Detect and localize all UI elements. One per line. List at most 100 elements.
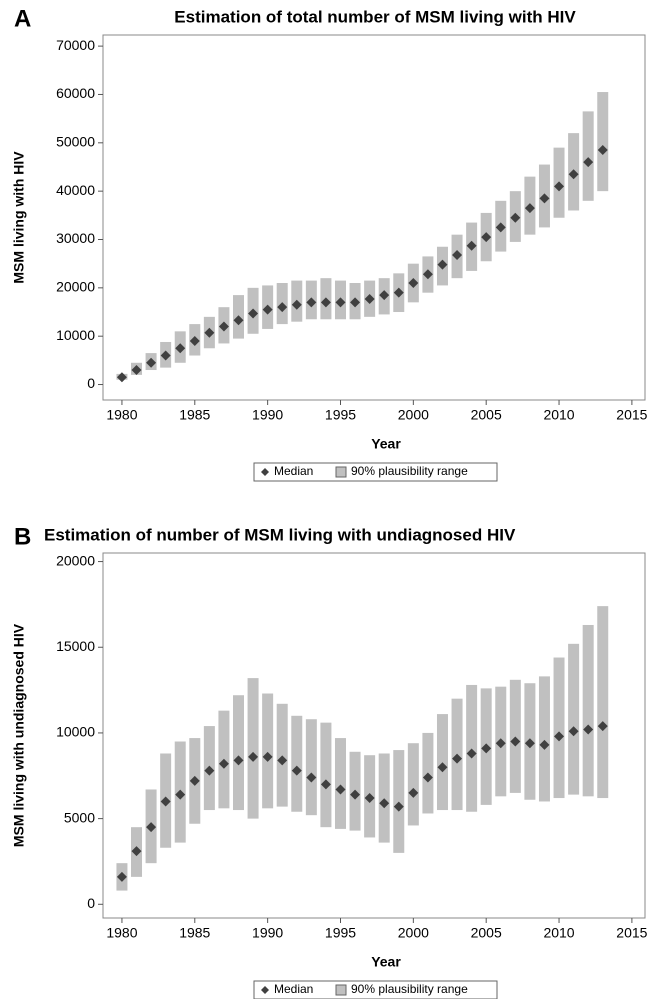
y-tick-label: 40000 <box>56 182 95 198</box>
y-tick-label: 0 <box>87 895 95 911</box>
legend-range-swatch <box>335 466 347 478</box>
median-marker <box>131 846 142 857</box>
chart-title: Estimation of total number of MSM living… <box>174 7 576 26</box>
panel-label: A <box>14 5 31 32</box>
x-axis-label: Year <box>371 954 401 970</box>
median-marker <box>437 762 448 773</box>
y-tick-label: 50000 <box>56 134 95 150</box>
median-marker <box>568 726 579 737</box>
median-marker <box>189 336 200 347</box>
range-bar <box>276 703 288 807</box>
median-marker <box>408 278 419 289</box>
median-marker <box>437 259 448 270</box>
legend-label: Median <box>274 464 313 478</box>
median-marker <box>393 287 404 298</box>
median-marker <box>597 721 608 732</box>
range-bar <box>553 657 565 799</box>
median-marker <box>189 775 200 786</box>
median-marker <box>218 321 229 332</box>
x-tick-label: 1980 <box>106 925 137 941</box>
median-marker <box>554 731 565 742</box>
x-tick-label: 1995 <box>325 407 356 423</box>
median-marker <box>175 343 186 354</box>
range-bar <box>291 715 303 812</box>
median-marker <box>233 315 244 326</box>
median-marker <box>204 327 215 338</box>
y-axis-label: MSM living with HIV <box>11 151 27 284</box>
median-marker <box>510 212 521 223</box>
median-marker <box>320 297 331 308</box>
range-bar <box>334 738 346 829</box>
median-marker <box>131 365 142 376</box>
y-tick-label: 10000 <box>56 724 95 740</box>
chart-panel: B Estimation of number of MSM living with… <box>11 523 648 999</box>
x-tick-label: 2000 <box>398 925 429 941</box>
plot-frame <box>102 34 646 401</box>
y-tick-label: 30000 <box>56 230 95 246</box>
median-marker <box>306 772 317 783</box>
legend-median-marker <box>261 986 269 994</box>
range-bar <box>597 92 609 192</box>
median-marker <box>452 249 463 260</box>
median-marker <box>262 304 273 315</box>
median-marker <box>524 203 535 214</box>
plot-frame <box>102 552 646 919</box>
median-marker <box>218 758 229 769</box>
legend-box <box>253 462 498 482</box>
range-bar <box>305 719 317 816</box>
median-marker <box>335 297 346 308</box>
median-marker <box>277 755 288 766</box>
median-marker <box>466 240 477 251</box>
range-bar <box>582 111 594 201</box>
chart-title: Estimation of number of MSM living with … <box>44 525 516 544</box>
range-bar <box>233 695 244 811</box>
median-marker <box>160 796 171 807</box>
y-tick-label: 20000 <box>56 279 95 295</box>
x-tick-label: 1985 <box>179 407 210 423</box>
median-marker <box>175 789 186 800</box>
range-bar <box>538 676 550 802</box>
x-tick-label: 2010 <box>543 407 574 423</box>
legend-box <box>253 980 498 999</box>
x-tick-label: 1980 <box>106 407 137 423</box>
y-tick-label: 60000 <box>56 85 95 101</box>
legend-label: 90% plausibility range <box>351 464 468 478</box>
range-bar <box>393 750 405 853</box>
range-bar <box>509 679 521 793</box>
median-marker <box>495 222 506 233</box>
range-bar <box>436 714 448 811</box>
legend-label: 90% plausibility range <box>351 982 468 996</box>
x-tick-label: 1990 <box>252 925 283 941</box>
median-marker <box>350 789 361 800</box>
median-marker <box>291 299 302 310</box>
y-tick-label: 15000 <box>56 638 95 654</box>
median-marker <box>554 181 565 192</box>
y-tick-label: 0 <box>87 375 95 391</box>
median-marker <box>422 269 433 280</box>
y-axis-label: MSM living with undiagnosed HIV <box>11 623 27 847</box>
median-marker <box>146 822 157 833</box>
legend-median-marker <box>261 468 269 476</box>
median-marker <box>524 738 535 749</box>
x-tick-label: 1995 <box>325 925 356 941</box>
median-marker <box>146 357 157 368</box>
x-tick-label: 2000 <box>398 407 429 423</box>
median-marker <box>539 739 550 750</box>
range-bar <box>247 678 259 819</box>
median-marker <box>364 293 375 304</box>
x-tick-label: 2010 <box>543 925 574 941</box>
median-marker <box>379 798 390 809</box>
legend-range-swatch <box>335 984 347 996</box>
median-marker <box>583 724 594 735</box>
median-marker <box>248 308 259 319</box>
x-axis-label: Year <box>371 436 401 452</box>
median-marker <box>364 793 375 804</box>
median-marker <box>320 779 331 790</box>
median-marker <box>335 784 346 795</box>
range-bar <box>378 753 390 843</box>
x-tick-label: 2005 <box>471 407 502 423</box>
median-marker <box>452 753 463 764</box>
x-tick-label: 1985 <box>179 925 210 941</box>
median-marker <box>233 755 244 766</box>
